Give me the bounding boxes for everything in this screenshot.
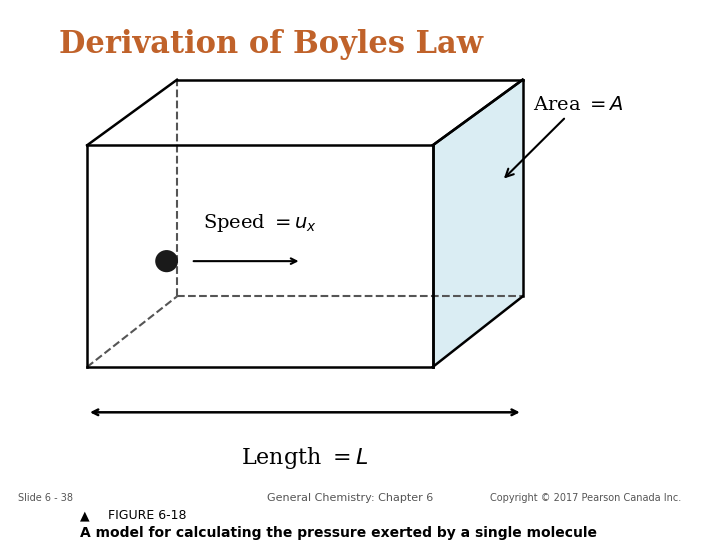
Text: Speed $= u_x$: Speed $= u_x$ [203, 212, 317, 234]
Polygon shape [433, 80, 523, 367]
Text: A model for calculating the pressure exerted by a single molecule: A model for calculating the pressure exe… [80, 526, 597, 540]
Text: ▲: ▲ [80, 509, 90, 522]
Text: Length $= L$: Length $= L$ [241, 444, 369, 471]
Text: General Chemistry: Chapter 6: General Chemistry: Chapter 6 [266, 493, 433, 503]
Text: Slide 6 - 38: Slide 6 - 38 [18, 493, 73, 503]
Polygon shape [87, 80, 523, 145]
Text: FIGURE 6-18: FIGURE 6-18 [108, 509, 186, 522]
Text: Copyright © 2017 Pearson Canada Inc.: Copyright © 2017 Pearson Canada Inc. [490, 493, 682, 503]
Polygon shape [87, 145, 433, 367]
Ellipse shape [156, 250, 178, 272]
Text: Area $= A$: Area $= A$ [505, 96, 624, 177]
Text: Derivation of Boyles Law: Derivation of Boyles Law [60, 29, 483, 60]
